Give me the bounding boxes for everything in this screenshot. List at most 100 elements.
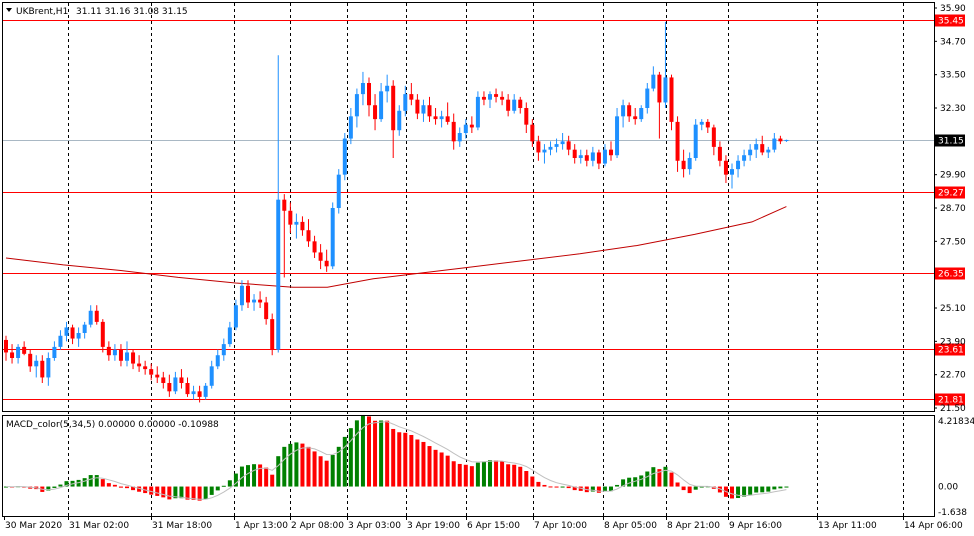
candle-body xyxy=(288,210,293,225)
dropdown-triangle-icon[interactable] xyxy=(6,8,12,12)
candle-body xyxy=(409,94,414,100)
candle-body xyxy=(258,299,263,303)
candle-body xyxy=(621,105,626,117)
symbol-label: UKBrent,H1 xyxy=(16,7,68,17)
macd-bar xyxy=(663,466,668,487)
macd-bar xyxy=(76,479,81,487)
macd-bar xyxy=(264,467,269,487)
macd-bar xyxy=(197,486,202,501)
candles xyxy=(4,21,789,403)
candle-body xyxy=(633,116,638,120)
price-tick-label: 25.10 xyxy=(940,304,966,314)
macd-bar xyxy=(191,486,196,500)
macd-bar xyxy=(512,464,517,487)
macd-bar xyxy=(209,486,214,495)
candle-body xyxy=(494,94,499,97)
candle-body xyxy=(22,346,27,354)
macd-bar xyxy=(227,480,232,487)
macd-signal-line xyxy=(5,421,787,500)
price-tick-label: 27.50 xyxy=(940,237,966,247)
candle-body xyxy=(748,149,753,156)
macd-bar xyxy=(270,474,275,487)
macd-bar xyxy=(717,486,722,493)
candle-body xyxy=(149,369,154,375)
macd-bar xyxy=(506,464,511,487)
candle-body xyxy=(306,230,311,242)
macd-bar xyxy=(403,432,408,487)
macd-bar xyxy=(475,462,480,487)
candle-body xyxy=(439,116,444,120)
macd-bar xyxy=(354,420,359,487)
macd-bar xyxy=(276,456,281,487)
macd-bar xyxy=(463,464,468,487)
time-tick-label: 3 Apr 03:00 xyxy=(348,521,401,531)
macd-bar xyxy=(391,428,396,487)
time-tick-label: 3 Apr 19:00 xyxy=(407,521,460,531)
candle-body xyxy=(330,208,335,267)
macd-bar xyxy=(312,451,317,487)
candle-body xyxy=(657,74,662,103)
macd-bar xyxy=(330,454,335,487)
indicator-window-border xyxy=(2,415,935,517)
candle-body xyxy=(536,141,541,153)
candle-body xyxy=(451,121,456,142)
candle-body xyxy=(264,302,269,320)
candle-body xyxy=(379,91,384,120)
candle-body xyxy=(10,352,15,358)
macd-bar xyxy=(52,486,57,488)
macd-bar xyxy=(500,461,505,487)
macd-bar xyxy=(46,486,51,491)
candle-body xyxy=(639,108,644,120)
macd-bar xyxy=(112,484,117,487)
candle-body xyxy=(463,124,468,133)
candle-body xyxy=(367,83,371,106)
candle-body xyxy=(294,221,299,225)
macd-bar xyxy=(754,486,759,493)
candle-body xyxy=(246,285,250,303)
macd-bar xyxy=(615,484,620,487)
candle-body xyxy=(669,77,674,122)
candle-body xyxy=(427,105,432,117)
macd-bar xyxy=(730,486,734,499)
macd-bar xyxy=(137,486,142,492)
macd-bar xyxy=(324,460,329,487)
candle-body xyxy=(518,99,523,108)
candle-body xyxy=(300,221,305,231)
macd-bar xyxy=(560,486,565,488)
macd-bar xyxy=(572,486,577,491)
candle-body xyxy=(766,149,771,153)
macd-bar xyxy=(64,481,69,487)
candle-body xyxy=(590,152,595,161)
level-value: 35.45 xyxy=(938,17,964,27)
macd-bar xyxy=(657,469,662,487)
candle-body xyxy=(155,374,160,378)
macd-bar xyxy=(687,486,692,494)
price-axis: 35.90 34.70 33.50 32.30 29.90 28.70 27.50 25.10… xyxy=(934,4,966,414)
macd-bar xyxy=(609,486,613,492)
indicator-tick-label: 0.00 xyxy=(938,483,958,493)
macd-bar xyxy=(397,432,402,487)
candle-body xyxy=(360,83,365,95)
candle-body xyxy=(415,99,420,114)
candle-body xyxy=(239,285,244,306)
price-tick-label: 28.70 xyxy=(940,204,966,214)
macd-bar xyxy=(342,436,347,487)
macd-bar xyxy=(554,486,559,488)
macd-bar xyxy=(336,446,341,487)
macd-bar xyxy=(627,477,632,487)
candle-body xyxy=(70,327,75,339)
candle-body xyxy=(772,138,777,150)
macd-bar xyxy=(106,483,111,487)
time-tick-label: 8 Apr 21:00 xyxy=(667,521,720,531)
macd-bar xyxy=(590,486,595,492)
candle-body xyxy=(512,99,517,111)
candle-body xyxy=(681,160,686,170)
indicator-label: MACD_color(5,34,5) 0.00000 0.00000 -0.10… xyxy=(6,420,219,430)
price-tick-label: 34.70 xyxy=(940,37,966,47)
macd-bar xyxy=(518,466,523,487)
macd-bar xyxy=(258,464,263,487)
candle-body xyxy=(173,377,178,392)
candle-body xyxy=(34,360,39,367)
macd-bar xyxy=(536,481,541,487)
